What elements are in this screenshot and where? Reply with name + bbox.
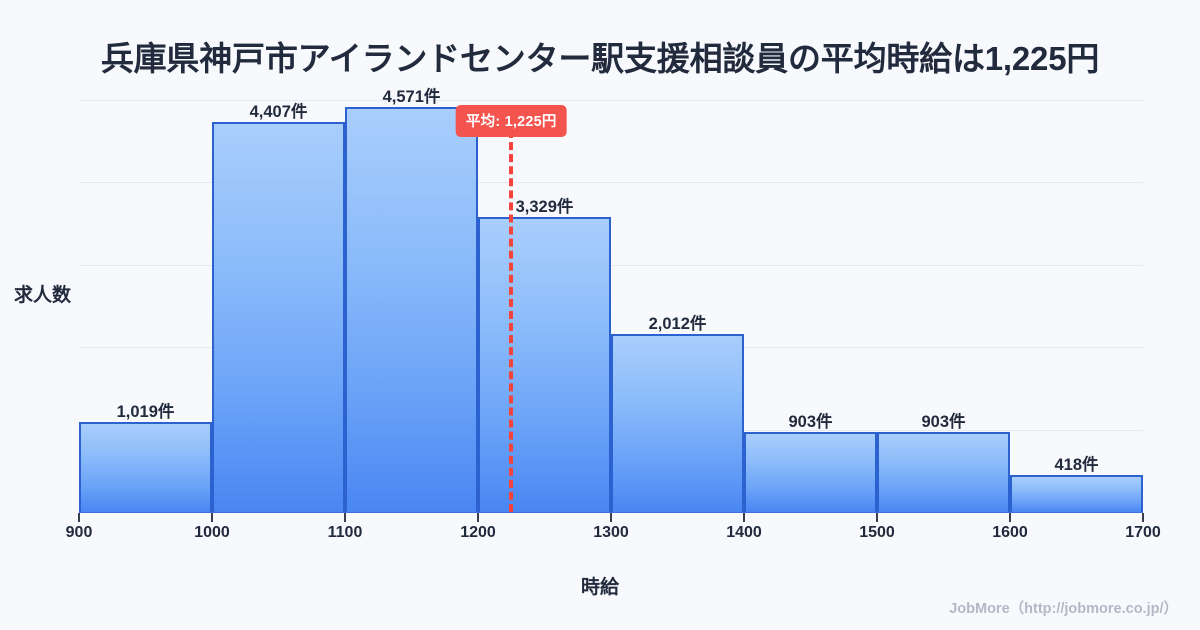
x-axis-title: 時給 bbox=[580, 577, 619, 598]
x-tick bbox=[211, 513, 213, 522]
x-tick bbox=[610, 513, 612, 522]
x-tick bbox=[344, 513, 346, 522]
gridline bbox=[79, 182, 1143, 183]
histogram-bar bbox=[1010, 474, 1143, 512]
histogram-bar bbox=[212, 121, 345, 512]
gridline bbox=[79, 265, 1143, 266]
x-axis-line bbox=[79, 511, 1143, 513]
bar-value-label: 1,019件 bbox=[116, 402, 175, 421]
x-tick bbox=[78, 513, 80, 522]
bar-value-label: 418件 bbox=[1054, 455, 1099, 474]
bar-value-label: 3,329件 bbox=[515, 198, 574, 217]
bar-value-label: 903件 bbox=[788, 412, 833, 431]
bar-value-label: 4,407件 bbox=[249, 102, 308, 121]
bar-value-label: 903件 bbox=[921, 412, 966, 431]
x-tick-label: 900 bbox=[65, 524, 93, 541]
page-title: 兵庫県神戸市アイランドセンター駅支援相談員の平均時給は1,225円 bbox=[100, 40, 1100, 77]
average-line bbox=[509, 130, 514, 512]
bar-value-label: 2,012件 bbox=[648, 314, 707, 333]
x-tick-label: 1500 bbox=[859, 524, 895, 541]
y-axis-title: 求人数 bbox=[14, 285, 72, 306]
gridline bbox=[79, 100, 1143, 101]
bar-value-label: 4,571件 bbox=[382, 87, 441, 106]
x-tick bbox=[1142, 513, 1144, 522]
x-tick-label: 1400 bbox=[726, 524, 762, 541]
x-tick-label: 1700 bbox=[1125, 524, 1161, 541]
x-tick-label: 1100 bbox=[327, 524, 363, 541]
watermark: JobMore（http://jobmore.co.jp/） bbox=[949, 601, 1178, 617]
x-tick-label: 1200 bbox=[460, 524, 496, 541]
histogram-bar bbox=[744, 431, 877, 512]
histogram-bar bbox=[611, 333, 744, 512]
histogram-bar bbox=[877, 431, 1010, 512]
histogram-bar bbox=[478, 217, 611, 512]
x-tick bbox=[477, 513, 479, 522]
x-tick-label: 1600 bbox=[992, 524, 1028, 541]
average-badge: 平均: 1,225円 bbox=[455, 105, 567, 137]
x-tick-label: 1000 bbox=[194, 524, 230, 541]
x-tick bbox=[876, 513, 878, 522]
x-tick bbox=[743, 513, 745, 522]
histogram-bar bbox=[345, 106, 478, 512]
x-tick bbox=[1009, 513, 1011, 522]
x-tick-label: 1300 bbox=[593, 524, 629, 541]
histogram-bar bbox=[79, 421, 212, 512]
